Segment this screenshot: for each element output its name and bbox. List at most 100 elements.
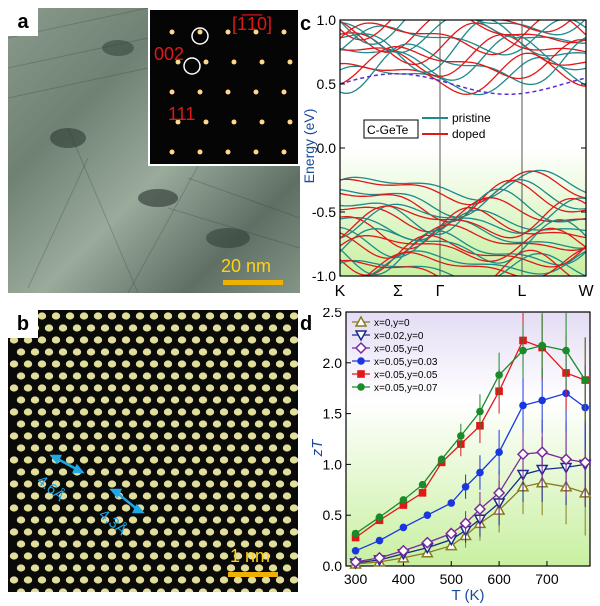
- atom-column: [121, 504, 131, 512]
- atom-column: [107, 504, 117, 512]
- atom-column: [51, 360, 61, 368]
- atom-column: [79, 456, 89, 464]
- atom-column: [233, 480, 243, 488]
- atom-column: [58, 420, 68, 428]
- diffraction-inset: [1̅1̅0] 002 111: [148, 8, 300, 166]
- atom-column: [205, 552, 215, 560]
- atom-column: [72, 396, 82, 404]
- atom-column: [65, 552, 75, 560]
- atom-column: [72, 372, 82, 380]
- atom-column: [170, 396, 180, 404]
- data-point: [357, 370, 365, 378]
- band-line: [340, 20, 586, 74]
- atom-column: [261, 456, 271, 464]
- atom-column: [268, 540, 278, 548]
- diffraction-spot: [281, 149, 287, 155]
- atom-column: [184, 372, 194, 380]
- legend-doped: doped: [452, 127, 485, 141]
- band-line: [340, 234, 586, 276]
- panel-a-micrograph: a [1̅1̅0] 002 111 20 nm: [8, 8, 300, 293]
- spacing-label-2: 4.3Å: [95, 506, 130, 539]
- diffraction-spot: [225, 149, 231, 155]
- atom-column: [135, 432, 145, 440]
- band-line: [340, 209, 586, 241]
- atom-column: [107, 336, 117, 344]
- atom-column: [156, 588, 166, 592]
- data-point: [354, 330, 368, 342]
- data-point: [476, 407, 484, 416]
- atom-column: [79, 528, 89, 536]
- scale-bar-b: [228, 572, 278, 577]
- x-tick-label-d: 500: [440, 571, 464, 587]
- legend-entry-d: x=0.05,y=0.03: [374, 357, 438, 368]
- atom-column: [156, 516, 166, 524]
- atom-column: [9, 408, 19, 416]
- atom-column: [289, 504, 298, 512]
- atom-column: [254, 348, 264, 356]
- atom-column: [184, 348, 194, 356]
- y-tick-label-c: 1.0: [317, 12, 337, 28]
- spot-circle-111: [183, 57, 201, 75]
- data-point: [562, 346, 570, 355]
- atom-column: [100, 564, 110, 572]
- atom-column: [121, 408, 131, 416]
- atom-column: [128, 444, 138, 452]
- atom-column: [86, 468, 96, 476]
- atom-column: [184, 396, 194, 404]
- atom-column: [212, 588, 222, 592]
- atom-column: [219, 480, 229, 488]
- atom-column: [163, 528, 173, 536]
- atom-column: [93, 408, 103, 416]
- atom-column: [240, 372, 250, 380]
- data-point: [351, 529, 360, 538]
- y-tick-label-c: 0.5: [317, 76, 337, 92]
- atom-column: [240, 468, 250, 476]
- y-axis-label-d: zT: [309, 438, 326, 458]
- band-line: [340, 249, 572, 276]
- y-tick-label-c: 0.0: [317, 140, 337, 156]
- atom-column: [9, 480, 19, 488]
- atom-column: [177, 552, 187, 560]
- atom-column: [233, 528, 243, 536]
- atom-column: [149, 528, 159, 536]
- atom-column: [198, 396, 208, 404]
- atom-column: [107, 576, 117, 584]
- atom-column: [268, 468, 278, 476]
- y-tick-label-c: -1.0: [312, 268, 336, 284]
- data-point: [461, 482, 470, 491]
- atom-column: [198, 348, 208, 356]
- atom-column: [72, 564, 82, 572]
- diffraction-spot: [203, 59, 209, 65]
- atom-column: [86, 444, 96, 452]
- atom-column: [65, 504, 75, 512]
- band-line: [340, 197, 586, 239]
- atom-column: [177, 480, 187, 488]
- data-point: [516, 448, 530, 461]
- atom-column: [205, 480, 215, 488]
- atom-column: [128, 420, 138, 428]
- atom-column: [240, 396, 250, 404]
- data-point: [399, 501, 408, 509]
- atom-column: [240, 516, 250, 524]
- data-point: [445, 527, 458, 540]
- diffraction-spot: [253, 149, 259, 155]
- atom-column: [44, 348, 54, 356]
- atom-column: [254, 588, 264, 592]
- atom-column: [142, 564, 152, 572]
- atom-column: [191, 456, 201, 464]
- atom-column: [184, 468, 194, 476]
- atom-column: [44, 396, 54, 404]
- spacing-label-1: 4.6Å: [33, 472, 68, 505]
- atom-column: [30, 396, 40, 404]
- data-point: [519, 401, 527, 410]
- atom-column: [51, 408, 61, 416]
- atom-column: [177, 408, 187, 416]
- diffraction-spot: [287, 59, 293, 65]
- atom-column: [226, 444, 236, 452]
- atom-column: [44, 324, 54, 332]
- atom-column: [212, 444, 222, 452]
- atom-column: [93, 456, 103, 464]
- legend-entry-d: x=0.05,y=0.07: [374, 383, 438, 394]
- atom-column: [65, 480, 75, 488]
- atom-column: [121, 312, 131, 320]
